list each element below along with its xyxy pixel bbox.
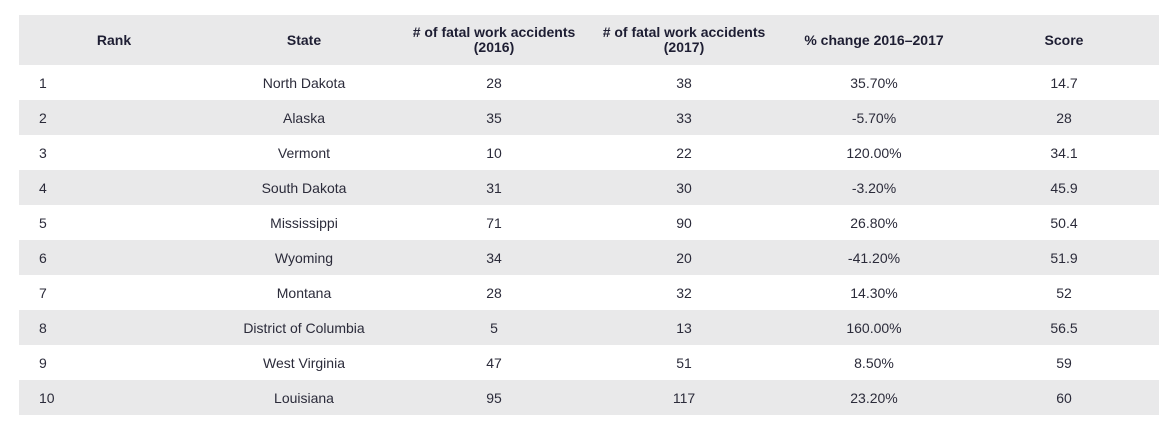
table-row: 2 Alaska 35 33 -5.70% 28	[19, 100, 1159, 135]
cell-fatal-2016: 35	[486, 109, 502, 126]
cell-fatal-2016: 34	[486, 249, 502, 266]
cell-state: Mississippi	[270, 214, 338, 231]
table-row: 10 Louisiana 95 117 23.20% 60	[19, 380, 1159, 415]
cell-pct-change: 14.30%	[850, 284, 898, 301]
cell-score: 52	[1056, 284, 1072, 301]
cell-rank: 5	[39, 214, 47, 231]
cell-fatal-2017: 22	[676, 144, 692, 161]
cell-pct-change: 23.20%	[850, 389, 898, 406]
cell-score: 34.1	[1050, 144, 1078, 161]
table-row: 1 North Dakota 28 38 35.70% 14.7	[19, 65, 1159, 100]
cell-fatal-2017: 13	[676, 319, 692, 336]
cell-state: Wyoming	[274, 249, 334, 266]
cell-state: North Dakota	[262, 74, 346, 91]
cell-rank: 10	[39, 389, 55, 406]
table-header: Rank State # of fatal work accidents (20…	[19, 15, 1159, 65]
cell-rank: 6	[39, 249, 47, 266]
cell-fatal-2016: 10	[486, 144, 502, 161]
cell-score: 59	[1056, 354, 1072, 371]
cell-rank: 3	[39, 144, 47, 161]
cell-pct-change: -5.70%	[851, 109, 897, 126]
header-fatal-2016: # of fatal work accidents (2016)	[412, 24, 576, 55]
cell-fatal-2016: 71	[486, 214, 502, 231]
cell-state: Vermont	[277, 144, 331, 161]
cell-state: Alaska	[282, 109, 326, 126]
cell-score: 14.7	[1050, 74, 1078, 91]
cell-score: 45.9	[1050, 179, 1078, 196]
cell-pct-change: 120.00%	[846, 144, 902, 161]
cell-pct-change: 26.80%	[850, 214, 898, 231]
cell-rank: 4	[39, 179, 47, 196]
cell-fatal-2017: 38	[676, 74, 692, 91]
cell-state: Louisiana	[274, 389, 334, 406]
cell-fatal-2017: 32	[676, 284, 692, 301]
cell-state: West Virginia	[263, 354, 345, 371]
cell-fatal-2016: 47	[486, 354, 502, 371]
cell-fatal-2016: 31	[486, 179, 502, 196]
cell-fatal-2017: 51	[676, 354, 692, 371]
cell-fatal-2017: 117	[672, 389, 696, 406]
cell-fatal-2016: 28	[486, 74, 502, 91]
cell-fatal-2016: 28	[486, 284, 502, 301]
header-fatal-2017: # of fatal work accidents (2017)	[602, 24, 766, 55]
table-row: 8 District of Columbia 5 13 160.00% 56.5	[19, 310, 1159, 345]
cell-pct-change: -3.20%	[851, 179, 897, 196]
cell-pct-change: 8.50%	[854, 354, 894, 371]
cell-pct-change: 160.00%	[846, 319, 902, 336]
cell-fatal-2016: 5	[490, 319, 498, 336]
table-row: 4 South Dakota 31 30 -3.20% 45.9	[19, 170, 1159, 205]
table-row: 5 Mississippi 71 90 26.80% 50.4	[19, 205, 1159, 240]
cell-rank: 7	[39, 284, 47, 301]
cell-fatal-2017: 33	[676, 109, 692, 126]
header-row: Rank State # of fatal work accidents (20…	[19, 15, 1159, 65]
table-row: 9 West Virginia 47 51 8.50% 59	[19, 345, 1159, 380]
cell-score: 50.4	[1050, 214, 1078, 231]
table-row: 6 Wyoming 34 20 -41.20% 51.9	[19, 240, 1159, 275]
table-body: 1 North Dakota 28 38 35.70% 14.7 2 Alaska 35 33 -5…	[19, 65, 1159, 415]
table-row: 7 Montana 28 32 14.30% 52	[19, 275, 1159, 310]
cell-fatal-2017: 30	[676, 179, 692, 196]
header-state: State	[286, 31, 322, 48]
header-pct-change: % change 2016–2017	[804, 31, 944, 48]
fatal-accidents-table: Rank State # of fatal work accidents (20…	[19, 15, 1159, 415]
cell-rank: 8	[39, 319, 47, 336]
cell-score: 60	[1056, 389, 1072, 406]
cell-score: 56.5	[1050, 319, 1078, 336]
fatal-accidents-table-container: Rank State # of fatal work accidents (20…	[19, 15, 1159, 415]
cell-fatal-2017: 90	[676, 214, 692, 231]
table-row: 3 Vermont 10 22 120.00% 34.1	[19, 135, 1159, 170]
header-score: Score	[1044, 31, 1084, 48]
cell-pct-change: 35.70%	[850, 74, 898, 91]
cell-fatal-2016: 95	[486, 389, 502, 406]
cell-rank: 9	[39, 354, 47, 371]
cell-rank: 1	[39, 74, 47, 91]
cell-score: 51.9	[1050, 249, 1078, 266]
header-rank: Rank	[96, 31, 132, 48]
cell-state: Montana	[276, 284, 332, 301]
cell-fatal-2017: 20	[676, 249, 692, 266]
cell-pct-change: -41.20%	[847, 249, 901, 266]
cell-rank: 2	[39, 109, 47, 126]
cell-state: South Dakota	[261, 179, 347, 196]
cell-state: District of Columbia	[243, 319, 365, 336]
cell-score: 28	[1056, 109, 1072, 126]
